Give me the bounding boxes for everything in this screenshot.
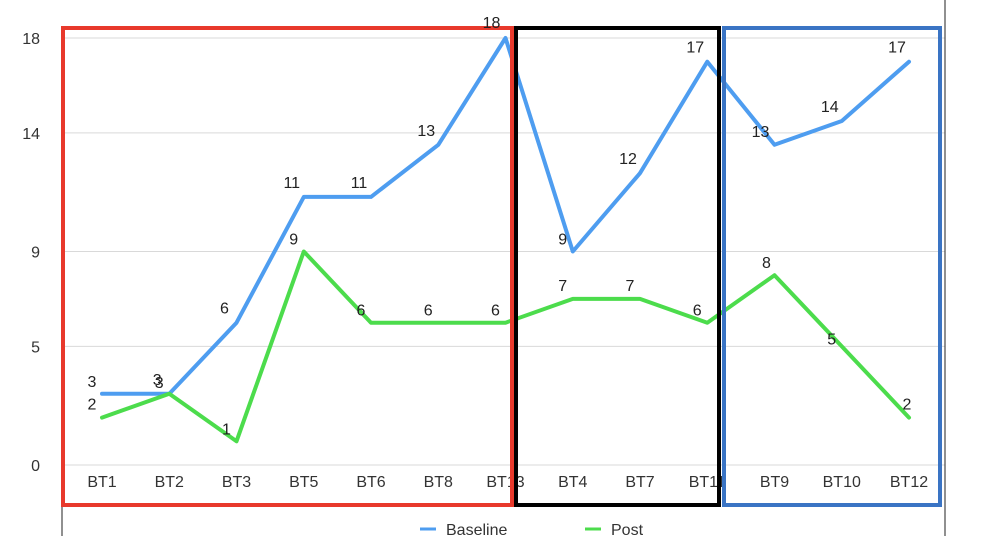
x-tick-label: BT2 bbox=[155, 474, 184, 491]
x-tick-label: BT11 bbox=[689, 474, 726, 491]
data-label-baseline: 3 bbox=[88, 374, 97, 391]
gridlines bbox=[61, 0, 946, 536]
data-label-baseline: 17 bbox=[888, 40, 906, 57]
data-label-baseline: 13 bbox=[752, 124, 770, 141]
data-label-post: 8 bbox=[762, 255, 771, 272]
x-tick-label: BT7 bbox=[625, 474, 654, 491]
x-tick-label: BT6 bbox=[356, 474, 385, 491]
data-label-baseline: 12 bbox=[619, 151, 637, 168]
data-label-baseline: 9 bbox=[558, 232, 567, 249]
data-label-post: 2 bbox=[903, 397, 912, 414]
x-tick-label: BT10 bbox=[823, 474, 861, 491]
group-box-2 bbox=[514, 26, 721, 507]
x-axis-ticks: BT1 BT2 BT3 BT5 BT6 BT8 BT13 BT4 BT7 BT11 BT9 BT10 B… bbox=[87, 474, 928, 491]
data-label-post: 1 bbox=[222, 421, 231, 438]
x-tick-label: BT3 bbox=[222, 474, 251, 491]
group-box-1 bbox=[61, 26, 514, 507]
data-label-post: 3 bbox=[155, 375, 164, 392]
group-boxes bbox=[61, 26, 942, 507]
group-box-3 bbox=[722, 26, 942, 507]
x-tick-label: BT8 bbox=[424, 474, 453, 491]
data-label-post: 6 bbox=[693, 303, 702, 320]
data-label-baseline: 6 bbox=[220, 301, 229, 318]
y-tick-label: 5 bbox=[31, 339, 40, 356]
series-line-post bbox=[100, 249, 911, 444]
y-tick-label: 9 bbox=[31, 245, 40, 262]
data-label-post: 6 bbox=[357, 303, 366, 320]
data-label-baseline: 13 bbox=[417, 123, 435, 140]
y-tick-label: 18 bbox=[22, 31, 40, 48]
data-label-baseline: 17 bbox=[686, 40, 704, 57]
y-axis-ticks: 0 5 9 14 18 bbox=[22, 31, 40, 475]
data-label-post: 6 bbox=[491, 303, 500, 320]
x-tick-label: BT1 bbox=[87, 474, 116, 491]
data-label-post: 7 bbox=[558, 278, 567, 295]
series-lines bbox=[100, 36, 911, 444]
data-label-baseline: 3 bbox=[153, 372, 162, 389]
data-label-baseline: 14 bbox=[821, 99, 839, 116]
legend: Baseline Post bbox=[420, 522, 644, 539]
x-tick-label: BT12 bbox=[890, 474, 928, 491]
series-line-baseline bbox=[100, 36, 911, 396]
x-tick-label: BT4 bbox=[558, 474, 587, 491]
data-label-baseline: 11 bbox=[283, 175, 300, 192]
legend-label-baseline: Baseline bbox=[446, 522, 507, 539]
x-tick-label: BT13 bbox=[486, 474, 524, 491]
data-label-post: 5 bbox=[827, 331, 836, 348]
data-label-post: 6 bbox=[424, 303, 433, 320]
data-label-baseline: 11 bbox=[351, 175, 368, 192]
x-tick-label: BT5 bbox=[289, 474, 318, 491]
data-label-post: 9 bbox=[289, 232, 298, 249]
y-tick-label: 14 bbox=[22, 126, 40, 143]
y-tick-label: 0 bbox=[31, 458, 40, 475]
data-label-baseline: 18 bbox=[483, 15, 501, 32]
x-tick-label: BT9 bbox=[760, 474, 789, 491]
data-label-post: 2 bbox=[88, 397, 97, 414]
data-label-post: 7 bbox=[626, 278, 635, 295]
legend-label-post: Post bbox=[611, 522, 644, 539]
